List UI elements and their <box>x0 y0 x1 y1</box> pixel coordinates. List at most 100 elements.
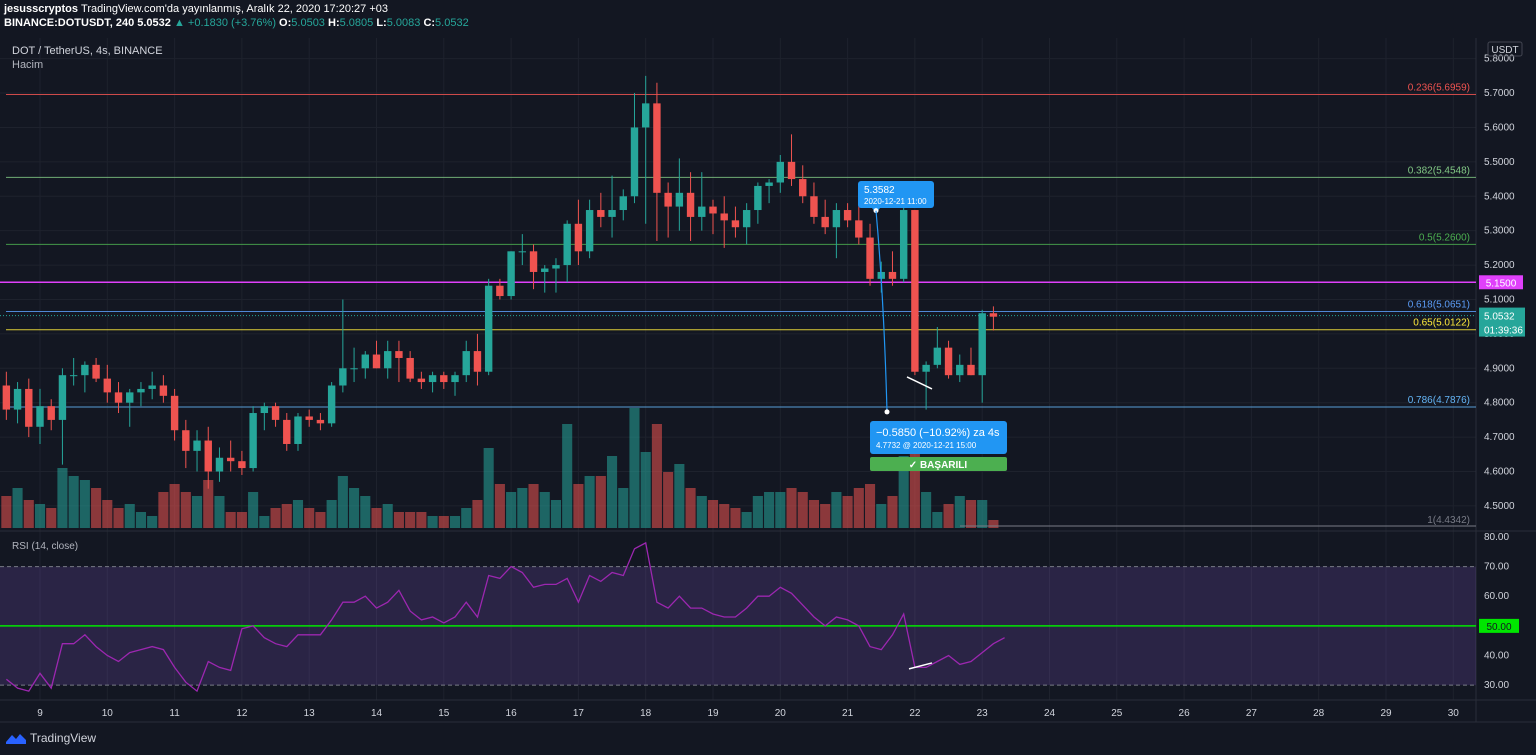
candle-body <box>754 185 762 211</box>
volume-bar <box>180 492 191 528</box>
volume-bar <box>909 448 920 528</box>
volume-bar <box>640 452 651 528</box>
candle-body <box>440 375 448 383</box>
volume-bar <box>651 424 662 528</box>
tradingview-watermark[interactable]: TradingView <box>6 731 96 745</box>
volume-bar <box>382 504 393 528</box>
volume-bar <box>393 512 404 528</box>
volume-bar <box>820 504 831 528</box>
volume-bar <box>46 508 57 528</box>
candle-body <box>361 354 369 369</box>
volume-bar <box>79 480 90 528</box>
x-tick-label: 20 <box>775 708 787 719</box>
candle-body <box>384 351 392 369</box>
x-tick-label: 19 <box>707 708 719 719</box>
candle-body <box>888 271 897 279</box>
volume-bar <box>102 500 113 528</box>
rsi-tick-label: 40.00 <box>1484 651 1509 662</box>
high-callout-value: 5.3582 <box>864 185 895 196</box>
candle-body <box>58 375 67 420</box>
candle-body <box>148 385 156 389</box>
candle-body <box>709 206 717 214</box>
candle-body <box>170 395 179 431</box>
candle-body <box>372 354 381 369</box>
fib-label: 0.618(5.0651) <box>1408 299 1470 310</box>
open-value: 5.0503 <box>291 17 325 29</box>
chart-header-ohlc: BINANCE:DOTUSDT, 240 5.0532 ▲ +0.1830 (+… <box>4 17 469 29</box>
success-badge-label: ✓ BAŞARILI <box>909 460 968 471</box>
divergence-line <box>906 376 933 390</box>
candle-body <box>182 430 190 451</box>
candle-body <box>765 182 773 186</box>
candle-body <box>496 285 504 297</box>
volume-bar <box>248 492 259 528</box>
candle-body <box>271 406 280 420</box>
volume-bar <box>954 496 965 528</box>
candle-body <box>462 351 470 376</box>
x-tick-label: 13 <box>304 708 316 719</box>
candle-body <box>944 347 953 376</box>
candle-body <box>866 237 874 279</box>
measure-callout <box>870 421 1007 454</box>
volume-bar <box>158 492 169 528</box>
volume-bar <box>494 484 505 528</box>
currency-label: USDT <box>1491 45 1518 56</box>
volume-bar <box>517 488 528 528</box>
y-tick-label: 4.9000 <box>1484 363 1515 374</box>
candle-body <box>260 406 269 414</box>
volume-bar <box>91 488 102 528</box>
fib-label: 0.382(5.4548) <box>1408 165 1470 176</box>
candle-body <box>574 223 583 252</box>
open-label: O: <box>279 17 292 29</box>
candle-body <box>832 210 841 228</box>
rsi-midline-label: 50.00 <box>1486 622 1511 633</box>
measure-end-dot <box>884 409 890 415</box>
candle-body <box>855 220 863 238</box>
volume-bar <box>775 492 786 528</box>
rsi-tick-label: 80.00 <box>1484 532 1509 543</box>
candle-body <box>473 351 482 372</box>
y-tick-label: 4.7000 <box>1484 432 1515 443</box>
volume-bar <box>449 516 461 528</box>
currency-box <box>1487 41 1523 57</box>
rsi-tick-label: 30.00 <box>1484 680 1509 691</box>
candle-body <box>294 416 302 444</box>
x-tick-label: 10 <box>102 708 114 719</box>
fib-label: 0.5(5.2600) <box>1419 232 1470 243</box>
volume-bar <box>618 488 629 528</box>
volume-bar <box>685 488 696 528</box>
candle-body <box>137 388 145 393</box>
candle-body <box>619 196 627 211</box>
volume-bar <box>573 484 584 528</box>
volume-bar <box>124 504 135 528</box>
volume-bar <box>752 496 763 528</box>
candle-body <box>529 251 538 272</box>
volume-bar <box>607 456 618 528</box>
candle-body <box>552 265 560 269</box>
x-tick-label: 29 <box>1380 708 1392 719</box>
candle-body <box>428 375 437 383</box>
candle-body <box>193 440 201 451</box>
candle-body <box>821 216 829 228</box>
candle-body <box>731 220 740 228</box>
volume-bar <box>595 476 606 528</box>
volume-bar <box>921 492 932 528</box>
volume-bar <box>876 504 887 528</box>
y-tick-label: 4.8000 <box>1484 398 1515 409</box>
candle-body <box>989 313 998 317</box>
candle-body <box>283 419 291 444</box>
pane-title: DOT / TetherUS, 4s, BINANCE <box>12 45 163 57</box>
volume-bar <box>528 484 539 528</box>
high-callout-date: 2020-12-21 11:00 <box>864 197 927 206</box>
high-callout <box>858 181 934 208</box>
volume-bar <box>461 508 472 528</box>
candle-body <box>350 368 358 370</box>
volume-bar <box>887 496 898 528</box>
candle-body <box>484 285 493 372</box>
rsi-line <box>5 541 1005 693</box>
candle-body <box>641 103 650 128</box>
candle-body <box>249 413 257 469</box>
volume-bar <box>483 448 494 528</box>
candle-body <box>215 457 224 472</box>
